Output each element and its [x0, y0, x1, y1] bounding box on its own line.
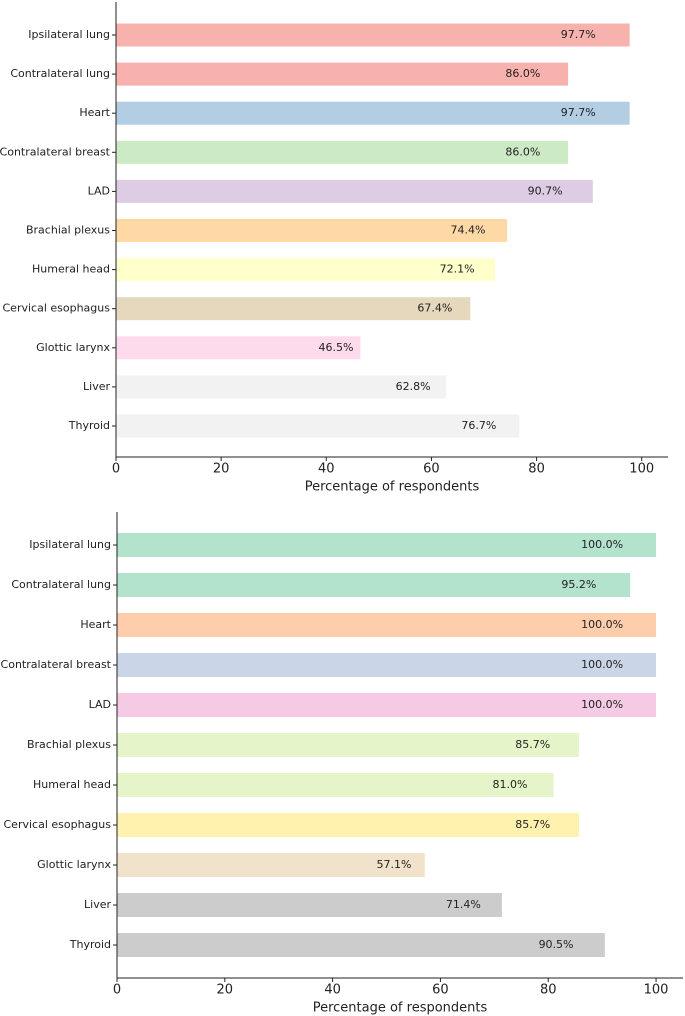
- bar: [116, 179, 593, 203]
- bar: [117, 773, 554, 797]
- value-label: 76.7%: [461, 419, 496, 432]
- value-label: 86.0%: [505, 67, 540, 80]
- x-tick-label: 80: [540, 983, 557, 998]
- value-label: 100.0%: [581, 658, 623, 671]
- x-tick-label: 60: [423, 462, 440, 477]
- value-label: 74.4%: [451, 224, 486, 237]
- bar: [116, 62, 569, 86]
- bar: [117, 613, 657, 637]
- x-tick-label: 40: [318, 462, 335, 477]
- x-tick-label: 100: [644, 983, 669, 998]
- value-label: 97.7%: [561, 28, 596, 41]
- bar: [116, 101, 630, 125]
- x-tick-label: 100: [629, 462, 654, 477]
- y-tick-label: Contralateral breast: [0, 145, 111, 158]
- y-tick-label: Heart: [79, 106, 110, 119]
- value-label: 100.0%: [581, 538, 623, 551]
- value-label: 97.7%: [561, 106, 596, 119]
- y-tick-label: Ipsilateral lung: [28, 28, 110, 41]
- y-tick-label: Brachial plexus: [27, 738, 111, 751]
- bar: [117, 533, 657, 557]
- x-tick-label: 60: [432, 983, 449, 998]
- bar: [117, 853, 425, 877]
- x-tick-label: 40: [324, 983, 341, 998]
- y-tick-label: Contralateral lung: [11, 578, 111, 591]
- bar: [117, 573, 631, 597]
- value-label: 85.7%: [515, 818, 550, 831]
- y-tick-label: Contralateral breast: [1, 658, 112, 671]
- bar: [116, 219, 508, 242]
- y-tick-label: Contralateral lung: [10, 67, 110, 80]
- x-tick-label: 20: [217, 983, 234, 998]
- bar: [117, 733, 579, 757]
- y-tick-label: Humeral head: [32, 263, 110, 276]
- y-tick-label: Glottic larynx: [37, 858, 111, 871]
- bar: [116, 258, 496, 282]
- y-tick-label: Humeral head: [33, 778, 111, 791]
- y-tick-label: Brachial plexus: [26, 224, 110, 237]
- y-tick-label: Thyroid: [69, 938, 111, 951]
- value-label: 90.5%: [539, 938, 574, 951]
- bar: [116, 297, 471, 321]
- x-axis-label: Percentage of respondents: [313, 1001, 488, 1016]
- bar: [116, 414, 520, 438]
- value-label: 57.1%: [377, 858, 412, 871]
- bar: [117, 653, 657, 677]
- bar: [117, 933, 605, 957]
- value-label: 100.0%: [581, 698, 623, 711]
- value-label: 85.7%: [515, 738, 550, 751]
- value-label: 81.0%: [492, 778, 527, 791]
- y-tick-label: Glottic larynx: [36, 341, 110, 354]
- y-tick-label: Liver: [84, 898, 111, 911]
- y-tick-label: Cervical esophagus: [3, 302, 111, 315]
- value-label: 62.8%: [396, 380, 431, 393]
- bar: [116, 375, 447, 399]
- value-label: 72.1%: [440, 263, 475, 276]
- x-tick-label: 0: [113, 983, 121, 998]
- x-tick-label: 20: [213, 462, 230, 477]
- x-tick-label: 0: [112, 462, 120, 477]
- bar: [117, 893, 502, 917]
- bar: [116, 140, 569, 164]
- value-label: 86.0%: [505, 145, 540, 158]
- bar: [117, 693, 657, 717]
- value-label: 71.4%: [446, 898, 481, 911]
- y-tick-label: LAD: [88, 184, 110, 197]
- value-label: 95.2%: [561, 578, 596, 591]
- y-tick-label: Ipsilateral lung: [29, 538, 111, 551]
- y-tick-label: Cervical esophagus: [4, 818, 112, 831]
- bar: [116, 336, 361, 360]
- y-tick-label: Liver: [83, 380, 110, 393]
- y-tick-label: Heart: [80, 618, 111, 631]
- value-label: 90.7%: [528, 184, 563, 197]
- y-tick-label: LAD: [89, 698, 111, 711]
- bar: [117, 813, 579, 837]
- bar: [116, 23, 630, 47]
- value-label: 67.4%: [417, 302, 452, 315]
- x-tick-label: 80: [528, 462, 545, 477]
- value-label: 46.5%: [319, 341, 354, 354]
- y-tick-label: Thyroid: [68, 419, 110, 432]
- x-axis-label: Percentage of respondents: [305, 480, 480, 495]
- value-label: 100.0%: [581, 618, 623, 631]
